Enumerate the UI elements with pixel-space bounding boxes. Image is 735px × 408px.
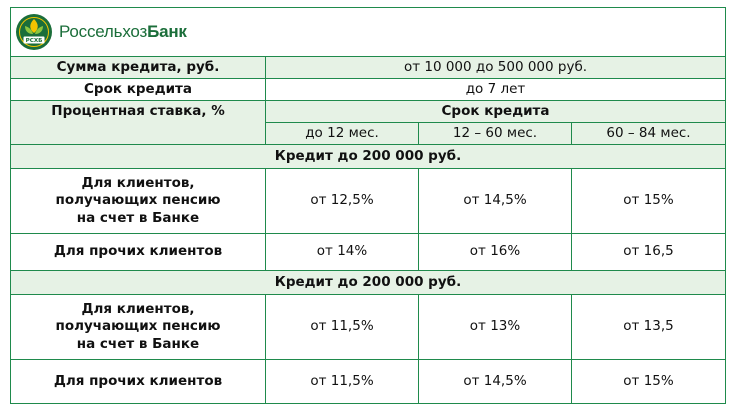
- period-3: 60 – 84 мес.: [571, 122, 726, 145]
- rate-cell: от 16%: [418, 233, 572, 271]
- amount-value: от 10 000 до 500 000 руб.: [265, 56, 726, 79]
- section-1-row-1-label: Для клиентов, получающих пенсию на счет …: [10, 168, 266, 234]
- section-2-row-1-label: Для клиентов, получающих пенсию на счет …: [10, 294, 266, 360]
- section-1-row-2-label: Для прочих клиентов: [10, 233, 266, 271]
- rates-table-wrapper: РСХБ РоссельхозБанк Сумма кредита, руб. …: [10, 7, 726, 404]
- section-1-row-pension: Для клиентов, получающих пенсию на счет …: [10, 168, 726, 234]
- term-label: Срок кредита: [10, 78, 266, 101]
- rate-cell: от 16,5: [571, 233, 726, 271]
- section-1-title: Кредит до 200 000 руб.: [10, 144, 726, 169]
- rate-cell: от 14%: [265, 233, 419, 271]
- emblem-text: РСХБ: [26, 38, 43, 44]
- section-1-header: Кредит до 200 000 руб.: [10, 144, 726, 169]
- rate-cell: от 14,5%: [418, 168, 572, 234]
- label-line: на счет в Банке: [76, 335, 200, 352]
- bank-name-light: Россельхоз: [59, 21, 148, 41]
- rate-row: Процентная ставка, % Срок кредита: [10, 100, 726, 145]
- section-2-header: Кредит до 200 000 руб.: [10, 270, 726, 295]
- bank-name-bold: Банк: [147, 21, 187, 41]
- rate-cell: от 11,5%: [265, 294, 419, 360]
- rate-cell: от 14,5%: [418, 359, 572, 404]
- period-2: 12 – 60 мес.: [418, 122, 572, 145]
- rate-cell: от 15%: [571, 359, 726, 404]
- section-2-row-other: Для прочих клиентов от 11,5% от 14,5% от…: [10, 359, 726, 404]
- rate-label: Процентная ставка, %: [10, 100, 266, 145]
- period-1: до 12 мес.: [265, 122, 419, 145]
- term-value: до 7 лет: [265, 78, 726, 101]
- rate-cell: от 12,5%: [265, 168, 419, 234]
- rate-cell: от 15%: [571, 168, 726, 234]
- rate-cell: от 13%: [418, 294, 572, 360]
- logo-cell: РСХБ РоссельхозБанк: [10, 7, 726, 57]
- amount-label: Сумма кредита, руб.: [10, 56, 266, 79]
- rate-cell: от 13,5: [571, 294, 726, 360]
- amount-row: Сумма кредита, руб. от 10 000 до 500 000…: [10, 56, 726, 79]
- label-line: Для клиентов,: [81, 300, 195, 317]
- logo-row: РСХБ РоссельхозБанк: [10, 7, 726, 57]
- rate-cell: от 11,5%: [265, 359, 419, 404]
- term-row: Срок кредита до 7 лет: [10, 78, 726, 101]
- bank-name: РоссельхозБанк: [59, 21, 187, 43]
- label-line: на счет в Банке: [76, 209, 200, 226]
- section-2-title: Кредит до 200 000 руб.: [10, 270, 726, 295]
- label-line: получающих пенсию: [55, 192, 221, 209]
- rate-term-header: Срок кредита: [265, 100, 726, 123]
- rates-table: РСХБ РоссельхозБанк Сумма кредита, руб. …: [10, 7, 726, 404]
- label-line: Для клиентов,: [81, 174, 195, 191]
- bank-logo: РСХБ РоссельхозБанк: [15, 13, 721, 51]
- label-line: получающих пенсию: [55, 318, 221, 335]
- section-1-row-other: Для прочих клиентов от 14% от 16% от 16,…: [10, 233, 726, 271]
- bank-emblem-icon: РСХБ: [16, 14, 52, 50]
- section-2-row-pension: Для клиентов, получающих пенсию на счет …: [10, 294, 726, 360]
- section-2-row-2-label: Для прочих клиентов: [10, 359, 266, 404]
